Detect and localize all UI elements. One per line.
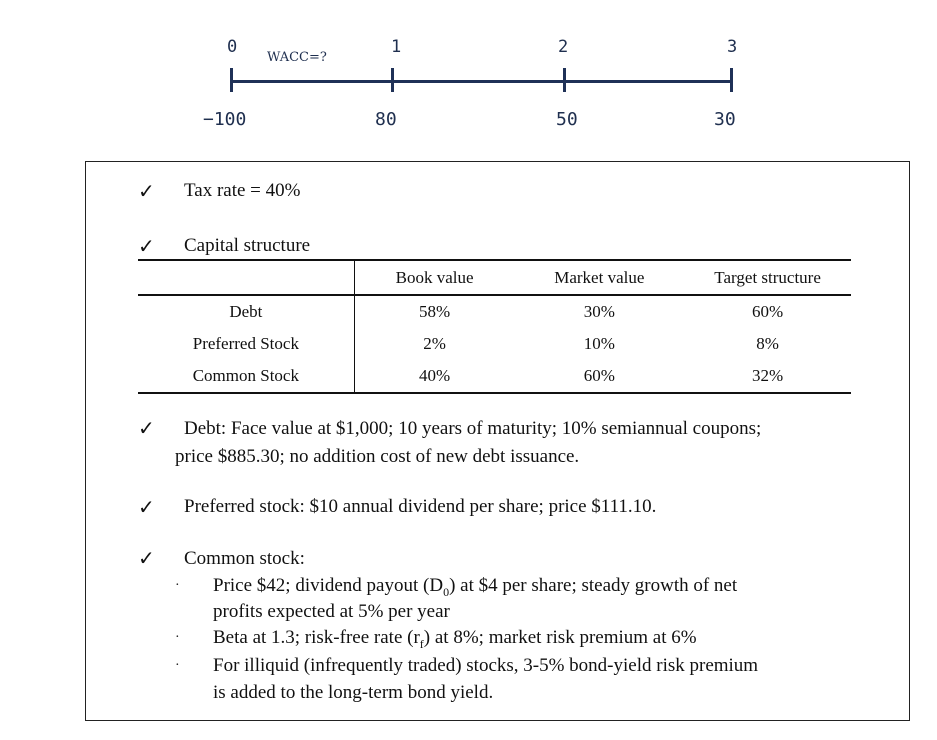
timeline-tick-2	[563, 68, 566, 92]
period-label-3: 3	[727, 37, 738, 57]
debt-target-structure: 60%	[752, 302, 784, 321]
common-bullet-1-line-1: Price $42; dividend payout (D0) at $4 pe…	[213, 575, 738, 599]
common-stock-title: Common stock:	[184, 548, 305, 569]
common-bullet-3-line-1: For illiquid (infrequently traded) stock…	[213, 655, 759, 676]
timeline-tick-0	[230, 68, 233, 92]
common-bullet-3-line-2: is added to the long-term bond yield.	[213, 682, 494, 703]
debt-book-value: 58%	[418, 302, 451, 321]
debt-text-line-2: price $885.30; no addition cost of new d…	[175, 446, 580, 467]
cash-flow-3: 30	[714, 109, 736, 130]
common-target-structure: 32%	[752, 366, 784, 385]
table-row: Preferred Stock 2% 10% 8%	[138, 328, 851, 360]
wacc-label: WACC=?	[267, 50, 327, 65]
row-label-preferred-stock: Preferred Stock	[138, 328, 355, 360]
table-header-market-value: Market value	[554, 267, 645, 287]
bullet-icon: ·	[175, 658, 180, 673]
debt-market-value: 30%	[583, 302, 615, 321]
row-label-common-stock: Common Stock	[138, 360, 355, 393]
checkmark-icon: ✓	[138, 546, 155, 570]
tax-rate-text: Tax rate = 40%	[184, 180, 301, 201]
preferred-market-value: 10%	[583, 334, 615, 353]
table-header-row: Book value Market value Target structure	[138, 260, 851, 295]
period-label-0: 0	[227, 37, 238, 57]
cash-flow-2: 50	[556, 109, 578, 130]
checkmark-icon: ✓	[138, 179, 155, 203]
table-header-target-structure: Target structure	[714, 267, 821, 287]
bullet-icon: ·	[175, 578, 180, 593]
timeline-tick-3	[730, 68, 733, 92]
table-header-book-value: Book value	[395, 267, 474, 287]
cash-flow-0: −100	[203, 109, 247, 130]
table-row: Common Stock 40% 60% 32%	[138, 360, 851, 393]
capital-structure-title: Capital structure	[184, 235, 311, 256]
row-label-debt: Debt	[138, 295, 355, 328]
preferred-stock-text: Preferred stock: $10 annual dividend per…	[184, 496, 657, 517]
timeline-axis	[231, 80, 733, 83]
table-row: Debt 58% 30% 60%	[138, 295, 851, 328]
common-bullet-1-line-2: profits expected at 5% per year	[213, 601, 450, 622]
cash-flow-timeline: 0 1 2 3 WACC=? −100 80 50 30	[0, 0, 937, 150]
debt-text-line-1: Debt: Face value at $1,000; 10 years of …	[184, 418, 762, 439]
preferred-book-value: 2%	[423, 334, 446, 353]
assumptions-box: ✓ Tax rate = 40% ✓ Capital structure Boo…	[85, 161, 910, 721]
timeline-tick-1	[391, 68, 394, 92]
checkmark-icon: ✓	[138, 495, 155, 519]
bullet-icon: ·	[175, 630, 180, 645]
table-header-blank	[138, 260, 355, 295]
common-market-value: 60%	[583, 366, 615, 385]
cash-flow-1: 80	[375, 109, 397, 130]
preferred-target-structure: 8%	[756, 334, 779, 353]
capital-structure-table: Book value Market value Target structure…	[138, 259, 851, 394]
checkmark-icon: ✓	[138, 234, 155, 258]
common-bullet-2: Beta at 1.3; risk-free rate (rf) at 8%; …	[213, 627, 697, 651]
common-book-value: 40%	[418, 366, 451, 385]
period-label-2: 2	[558, 37, 569, 57]
period-label-1: 1	[391, 37, 402, 57]
checkmark-icon: ✓	[138, 416, 155, 440]
